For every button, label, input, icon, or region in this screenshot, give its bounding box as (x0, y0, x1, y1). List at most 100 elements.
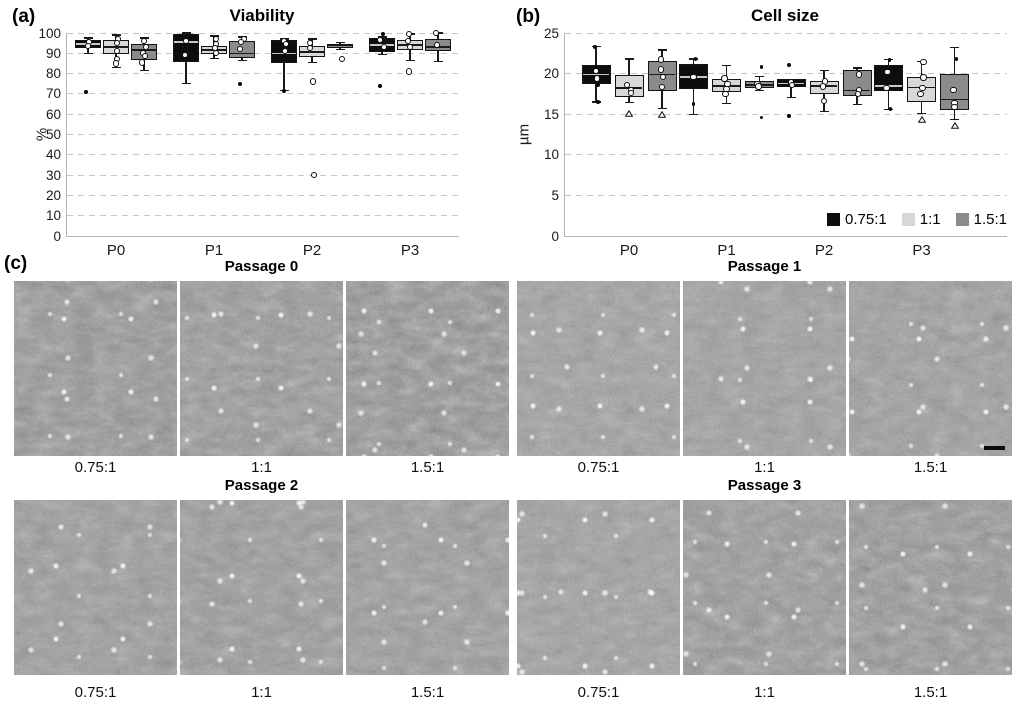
grid-line (67, 194, 459, 196)
y-tick-label: 60 (45, 106, 61, 122)
whisker-cap (657, 49, 667, 51)
box-plot-box (907, 76, 936, 103)
whisker-cap (111, 66, 121, 69)
median-line (300, 51, 324, 54)
data-point-circle (627, 89, 635, 97)
grid-line (67, 32, 459, 34)
cell-highlight-dots (517, 281, 680, 456)
legend-item: 1:1 (901, 211, 941, 228)
micrograph-image (517, 281, 680, 456)
x-tick-label: P0 (106, 242, 126, 259)
data-point-circle (788, 81, 796, 89)
data-point-circle (623, 81, 631, 89)
cell-highlight-dots (14, 281, 177, 456)
whisker-cap (181, 83, 191, 85)
cellsize-plot-area: 0 5 10 15 20 25 P0 P1 P2 P3 0.75:1 1:1 1.5:1 (544, 26, 1007, 259)
whisker-cap (755, 90, 764, 92)
data-point-dot (954, 57, 959, 61)
data-point-dot (381, 32, 385, 36)
whisker-cap (657, 107, 667, 110)
whisker-cap (722, 103, 731, 105)
panel-b-label: (b) (516, 6, 541, 27)
passage-group-title: Passage 1 (727, 258, 802, 275)
whisker-cap (83, 52, 93, 54)
y-tick-label: 10 (543, 147, 559, 163)
y-tick-label: 25 (543, 25, 559, 41)
cell-highlight-dots (346, 500, 509, 675)
data-point-circle (140, 37, 148, 45)
data-point-circle (113, 39, 121, 47)
legend-item: 0.75:1 (827, 211, 887, 228)
data-point-circle (433, 41, 441, 49)
y-tick-label: 20 (543, 66, 559, 82)
data-point-circle (593, 75, 601, 82)
cell-highlight-dots (683, 500, 846, 675)
micrograph-ratio-label: 0.75:1 (74, 684, 117, 701)
data-point-dot (888, 107, 893, 112)
legend-item: 1.5:1 (955, 211, 1007, 228)
viability-plot-area: 0 10 20 30 40 50 60 70 80 90 100 P0 P1 P2 P3 (38, 26, 459, 259)
grid-line (565, 73, 1007, 75)
data-point-circle (309, 78, 317, 85)
whisker-cap (181, 32, 191, 34)
median-line (104, 46, 128, 48)
data-point-circle (404, 37, 412, 45)
whisker-cap (852, 103, 862, 106)
whisker-cap (433, 60, 443, 62)
data-point-circle (310, 171, 318, 179)
micrograph-image (346, 281, 509, 456)
grid-line (565, 32, 1007, 34)
y-tick-label: 50 (45, 127, 61, 142)
x-tick-label: P3 (912, 242, 931, 259)
micrograph-ratio-label: 0.75:1 (74, 459, 117, 476)
whisker-cap (624, 58, 634, 60)
data-point-dot (887, 57, 892, 62)
grid-line (67, 113, 459, 115)
data-point-triangle (950, 116, 959, 129)
grid-line (565, 113, 1007, 115)
micrograph-ratio-label: 0.75:1 (577, 684, 620, 701)
whisker-cap (209, 57, 219, 59)
data-point-triangle (917, 110, 926, 123)
scale-bar (984, 445, 1005, 450)
data-point-dot (596, 100, 600, 104)
legend-swatch (901, 213, 915, 226)
cell-highlight-dots (180, 500, 343, 675)
micrograph-ratio-label: 1:1 (251, 459, 272, 476)
micrograph-image (180, 281, 343, 456)
panel-c-label: (c) (4, 253, 28, 274)
micrograph-ratio-label: 1:1 (754, 684, 775, 701)
data-point-circle (883, 84, 890, 92)
micrograph-ratio-label: 1:1 (754, 459, 775, 476)
data-point-circle (690, 73, 697, 80)
data-point-circle (84, 42, 92, 50)
micrograph-ratio-label: 1.5:1 (410, 684, 445, 701)
whisker-cap (819, 69, 829, 71)
whisker-cap (405, 59, 415, 61)
grid-line (67, 52, 459, 54)
y-tick-label: 100 (38, 25, 61, 41)
cell-highlight-dots (14, 500, 177, 675)
data-point-circle (920, 58, 927, 66)
y-tick-label: 20 (45, 187, 61, 203)
micrograph-ratio-label: 0.75:1 (577, 459, 620, 476)
grid-line (565, 154, 1007, 156)
whisker-cap (950, 47, 959, 49)
data-point-circle (281, 47, 289, 55)
micrograph-image (849, 500, 1012, 675)
data-point-circle (338, 56, 346, 63)
y-tick-label: 5 (551, 187, 559, 203)
y-tick-label: 15 (543, 106, 559, 122)
micrograph-ratio-label: 1.5:1 (913, 684, 948, 701)
data-point-dot (787, 113, 791, 118)
data-point-circle (884, 68, 891, 76)
data-point-dot (787, 62, 791, 67)
micrograph-image (14, 500, 177, 675)
legend-label: 1.5:1 (973, 211, 1007, 228)
cell-highlight-dots (849, 281, 1012, 456)
whisker-cap (819, 111, 829, 113)
x-tick-label: P2 (814, 242, 834, 259)
whisker-cap (786, 96, 796, 98)
median-line (328, 44, 352, 47)
